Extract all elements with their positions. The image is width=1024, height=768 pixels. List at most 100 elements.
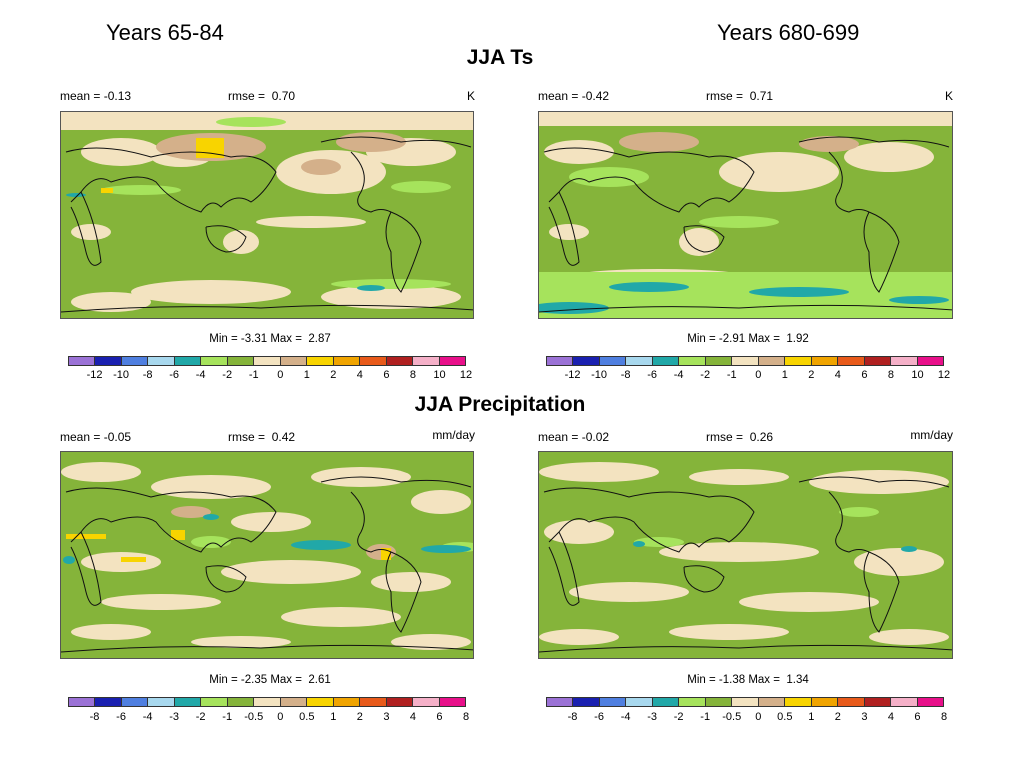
colorbar-tick-label: -2 bbox=[195, 711, 206, 723]
colorbar-swatch bbox=[148, 698, 175, 706]
colorbar-swatch bbox=[547, 357, 574, 365]
colorbar-swatch bbox=[573, 698, 600, 706]
colorbar-tick-label: -1 bbox=[726, 369, 737, 381]
min-value: -2.91 bbox=[718, 333, 746, 345]
min-max-label: Min = -3.31 Max = 2.87 bbox=[209, 333, 331, 345]
map-precip-years-680-699 bbox=[538, 451, 953, 659]
colorbar-tick-label: 2 bbox=[330, 369, 337, 381]
colorbar-tick-label: 8 bbox=[409, 369, 416, 381]
rmse-label: rmse = 0.70 bbox=[228, 89, 296, 103]
colorbar-swatch bbox=[280, 357, 308, 365]
colorbar-tick-label: 1 bbox=[303, 369, 310, 381]
colorbar-swatch bbox=[679, 357, 706, 365]
mean-label: mean = -0.02 bbox=[538, 430, 610, 444]
colorbar-tick-label: 8 bbox=[887, 369, 894, 381]
colorbar-swatch bbox=[732, 698, 759, 706]
colorbar-tick-label: 4 bbox=[356, 369, 363, 381]
min-max-label: Min = -2.91 Max = 1.92 bbox=[687, 333, 809, 345]
colorbar-ticks-ts-right: -12 -10 -8 -6 -4 -2 -1 0 1 2 4 6 8 10 12 bbox=[546, 369, 951, 383]
mean-label: mean = -0.05 bbox=[60, 430, 132, 444]
colorbar-swatch bbox=[811, 698, 839, 706]
section-title-ts: JJA Ts bbox=[466, 46, 534, 69]
colorbar-swatch bbox=[386, 357, 414, 365]
colorbar-ticks-precip-right: -8 -6 -4 -3 -2 -1 -0.5 0 0.5 1 2 3 4 6 8 bbox=[546, 711, 947, 725]
colorbar-tick-label: -8 bbox=[142, 369, 153, 381]
colorbar-swatch bbox=[333, 357, 361, 365]
colorbar-tick-label: -6 bbox=[647, 369, 658, 381]
colorbar-swatch bbox=[626, 698, 653, 706]
world-map-graphic bbox=[61, 462, 473, 653]
colorbar-tick-label: 1 bbox=[808, 711, 815, 723]
colorbar-tick-label: -2 bbox=[222, 369, 233, 381]
section-title-precipitation: JJA Precipitation bbox=[414, 393, 586, 416]
world-map-graphic bbox=[61, 112, 473, 313]
colorbar-ticks-precip-left: -8 -6 -4 -3 -2 -1 -0.5 0 0.5 1 2 3 4 6 8 bbox=[68, 711, 470, 725]
unit-label: mm/day bbox=[910, 428, 953, 442]
colorbar-tick-label: -12 bbox=[564, 369, 581, 381]
colorbar-swatch bbox=[95, 698, 122, 706]
colorbar-tick-label: -8 bbox=[567, 711, 578, 723]
colorbar-swatch bbox=[121, 698, 149, 706]
max-value: 2.87 bbox=[308, 333, 331, 345]
rmse-label: rmse = 0.71 bbox=[706, 89, 774, 103]
colorbar-swatch bbox=[599, 357, 627, 365]
colorbar-swatch bbox=[95, 357, 122, 365]
colorbar-tick-label: -0.5 bbox=[244, 711, 264, 723]
colorbar-tick-label: 6 bbox=[914, 711, 921, 723]
rmse-value: 0.71 bbox=[749, 89, 774, 103]
min-max-label: Min = -2.35 Max = 2.61 bbox=[209, 674, 331, 686]
colorbar-swatch bbox=[360, 698, 387, 706]
colorbar-tick-label: -10 bbox=[591, 369, 608, 381]
max-value: 2.61 bbox=[308, 674, 331, 686]
colorbar-tick-label: 4 bbox=[409, 711, 416, 723]
colorbar-tick-label: -1 bbox=[700, 711, 711, 723]
colorbar-swatch bbox=[917, 698, 944, 706]
column-title-right: Years 680-699 bbox=[717, 20, 860, 45]
colorbar-swatch bbox=[307, 698, 334, 706]
colorbar-tick-label: -1 bbox=[222, 711, 233, 723]
colorbar-tick-label: 0.5 bbox=[299, 711, 315, 723]
colorbar-tick-label: 1 bbox=[330, 711, 337, 723]
colorbar-swatch bbox=[705, 698, 733, 706]
colorbar-swatch bbox=[413, 357, 440, 365]
mean-value: -0.42 bbox=[581, 89, 610, 103]
colorbar-tick-label: 6 bbox=[383, 369, 390, 381]
colorbar-tick-label: -10 bbox=[113, 369, 130, 381]
unit-label: K bbox=[466, 89, 475, 103]
colorbar-tick-label: 1 bbox=[781, 369, 788, 381]
mean-value: -0.05 bbox=[103, 430, 132, 444]
min-value: -2.35 bbox=[240, 674, 268, 686]
colorbar-tick-label: 2 bbox=[808, 369, 815, 381]
colorbar-tick-label: 4 bbox=[887, 711, 894, 723]
colorbar-swatch bbox=[386, 698, 414, 706]
colorbar-swatch bbox=[626, 357, 653, 365]
colorbar-tick-label: -8 bbox=[89, 711, 100, 723]
colorbar-swatch bbox=[69, 698, 96, 706]
colorbar-swatch bbox=[174, 698, 202, 706]
colorbar-tick-label: -6 bbox=[594, 711, 604, 723]
colorbar-tick-label: 8 bbox=[462, 711, 470, 723]
colorbar-swatch bbox=[547, 698, 574, 706]
world-map-graphic bbox=[539, 112, 952, 318]
map-ts-years-680-699 bbox=[538, 111, 953, 319]
colorbar-tick-label: -2 bbox=[673, 711, 684, 723]
colorbar-tick-label: 12 bbox=[459, 369, 473, 381]
colorbar-swatch bbox=[280, 698, 308, 706]
colorbar-swatch bbox=[148, 357, 175, 365]
colorbar-swatch bbox=[201, 698, 228, 706]
colorbar-tick-label: -4 bbox=[620, 711, 631, 723]
colorbar-swatch bbox=[599, 698, 627, 706]
colorbar-swatch bbox=[917, 357, 944, 365]
colorbar-tick-label: -4 bbox=[195, 369, 206, 381]
colorbar-tick-label: -4 bbox=[142, 711, 153, 723]
colorbar-tick-label: -3 bbox=[647, 711, 658, 723]
colorbar-swatch bbox=[732, 357, 759, 365]
colorbar-swatch bbox=[679, 698, 706, 706]
rmse-label: rmse = 0.26 bbox=[706, 430, 774, 444]
colorbar-tick-label: -1 bbox=[248, 369, 259, 381]
mean-value: -0.02 bbox=[581, 430, 610, 444]
colorbar-tick-label: 0 bbox=[277, 711, 284, 723]
colorbar-swatch bbox=[307, 357, 334, 365]
colorbar-swatch bbox=[652, 357, 680, 365]
colorbar-swatch bbox=[811, 357, 839, 365]
